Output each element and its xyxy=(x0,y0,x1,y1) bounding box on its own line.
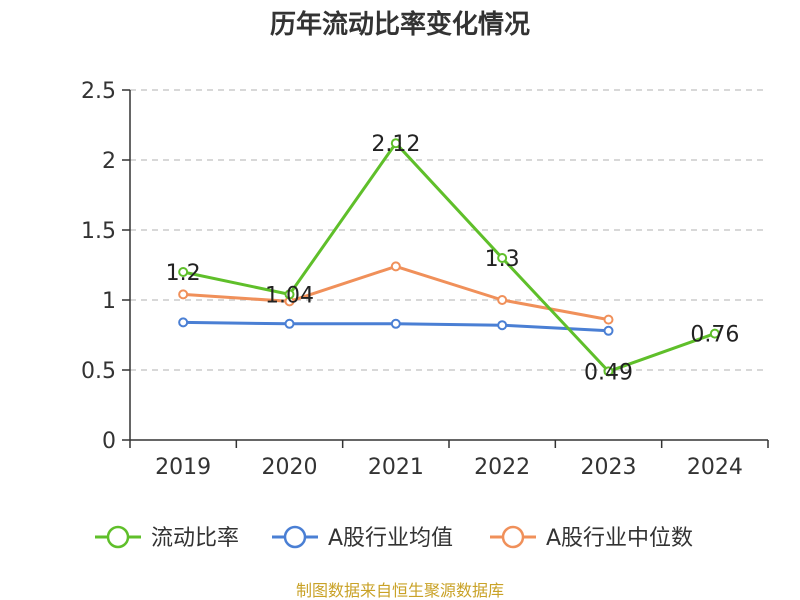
data-point xyxy=(497,320,508,331)
data-label: 2.12 xyxy=(371,132,420,157)
x-tick-label: 2022 xyxy=(474,455,530,480)
legend-swatch-marker xyxy=(106,525,130,549)
source-note: 制图数据来自恒生聚源数据库 xyxy=(296,581,504,600)
y-tick-label: 0 xyxy=(102,429,116,454)
y-tick-label: 0.5 xyxy=(81,359,116,384)
series-line xyxy=(183,264,609,322)
data-label: 1.3 xyxy=(485,247,520,272)
data-point xyxy=(603,366,614,377)
legend-swatch-marker xyxy=(283,525,307,549)
series-group xyxy=(178,138,720,377)
x-tick-label: 2019 xyxy=(155,455,211,480)
data-point xyxy=(390,318,401,329)
data-point xyxy=(284,289,295,300)
data-point xyxy=(178,289,189,300)
y-tick-label: 1.5 xyxy=(81,219,116,244)
data-point xyxy=(603,325,614,336)
data-point xyxy=(497,295,508,305)
data-label: 1.2 xyxy=(166,261,201,286)
y-tick-label: 1 xyxy=(102,289,116,314)
y-tick-label: 2.5 xyxy=(81,79,116,104)
data-label: 0.76 xyxy=(690,323,739,348)
chart-title: 历年流动比率变化情况 xyxy=(270,9,530,40)
legend-entry: A股行业中位数 xyxy=(546,526,693,551)
data-point xyxy=(284,318,295,329)
y-tick-label: 2 xyxy=(102,149,116,174)
x-tick-label: 2020 xyxy=(262,455,318,480)
data-label: 1.04 xyxy=(265,283,314,308)
x-tick-label: 2021 xyxy=(368,455,424,480)
data-point xyxy=(497,253,508,263)
data-point xyxy=(178,267,189,277)
series-line xyxy=(182,141,716,373)
data-labels: 1.2 1.04 2.12 1.3 0.49 0.76 xyxy=(166,132,740,385)
data-point xyxy=(709,328,720,339)
legend-entry: 流动比率 xyxy=(151,526,239,551)
x-tick-label: 2024 xyxy=(687,455,743,480)
data-label: 0.49 xyxy=(584,360,633,385)
legend-swatch-marker xyxy=(501,525,525,549)
legend-entry: A股行业均值 xyxy=(328,526,453,551)
data-point xyxy=(390,261,401,272)
data-point xyxy=(390,138,401,149)
data-point xyxy=(603,314,614,325)
grid-lines xyxy=(130,89,768,371)
legend: 流动比率 A股行业均值 A股行业中位数 xyxy=(95,525,693,551)
x-tick-label: 2023 xyxy=(581,455,637,480)
axes: 0 0.5 1 1.5 2 2.5 2019 2020 2021 2022 2023 2024 xyxy=(81,79,769,480)
data-point xyxy=(178,317,189,328)
